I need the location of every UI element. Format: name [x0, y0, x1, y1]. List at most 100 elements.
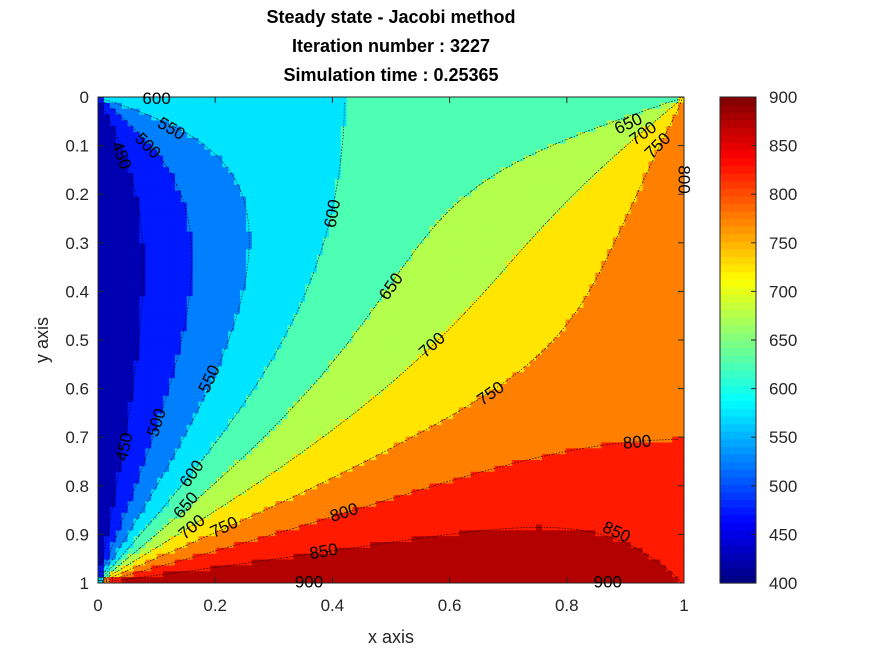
field-cell — [636, 231, 644, 239]
field-cell — [204, 167, 212, 174]
field-cell — [417, 208, 425, 215]
field-cell — [482, 120, 490, 127]
field-cell — [216, 249, 223, 256]
field-cell — [169, 108, 176, 116]
field-cell — [494, 155, 502, 163]
field-cell — [364, 167, 371, 174]
field-cell — [210, 114, 217, 122]
field-cell — [293, 126, 300, 133]
field-cell — [660, 97, 667, 104]
field-cell — [648, 137, 655, 145]
field-cell — [612, 225, 620, 233]
field-cell — [299, 208, 306, 215]
field-cell — [257, 132, 265, 139]
field-cell — [630, 319, 638, 326]
field-cell — [672, 97, 679, 104]
field-cell — [186, 313, 194, 321]
field-cell — [630, 178, 638, 186]
field-cell — [121, 178, 129, 186]
field-cell — [174, 126, 182, 133]
field-cell — [470, 167, 478, 174]
field-cell — [257, 102, 265, 110]
field-cell — [547, 348, 555, 356]
field-cell — [263, 126, 271, 133]
field-cell — [423, 108, 431, 116]
field-cell — [447, 360, 454, 367]
field-cell — [311, 272, 318, 280]
field-cell — [204, 173, 212, 180]
field-cell — [536, 348, 543, 356]
field-cell — [198, 360, 206, 367]
field-cell — [577, 360, 584, 367]
field-cell — [482, 137, 490, 145]
field-cell — [518, 255, 525, 262]
field-cell — [453, 161, 460, 168]
field-cell — [139, 178, 146, 186]
field-cell — [204, 383, 212, 391]
field-cell — [275, 360, 283, 367]
field-cell — [411, 383, 419, 391]
field-cell — [488, 120, 496, 127]
field-cell — [174, 383, 182, 391]
field-cell — [530, 337, 537, 344]
field-cell — [547, 296, 555, 303]
field-cell — [358, 290, 365, 297]
field-cell — [287, 290, 294, 297]
field-cell — [251, 173, 259, 180]
field-cell — [340, 325, 348, 332]
field-cell — [518, 167, 525, 174]
field-cell — [488, 108, 496, 116]
field-cell — [476, 360, 484, 367]
field-cell — [642, 331, 650, 338]
field-cell — [251, 219, 259, 227]
field-cell — [654, 132, 661, 139]
field-cell — [405, 190, 413, 198]
field-cell — [275, 225, 283, 233]
field-cell — [133, 389, 141, 397]
field-cell — [601, 372, 608, 379]
field-cell — [192, 389, 200, 397]
field-cell — [405, 155, 413, 163]
field-cell — [180, 114, 188, 122]
field-cell — [524, 296, 531, 303]
field-cell — [269, 178, 277, 186]
field-cell — [541, 173, 549, 180]
field-cell — [133, 208, 141, 215]
field-cell — [583, 97, 590, 104]
field-cell — [305, 219, 312, 227]
field-cell — [322, 319, 330, 326]
field-cell — [388, 120, 395, 127]
field-cell — [518, 383, 525, 391]
field-cell — [299, 278, 306, 285]
field-cell — [364, 378, 371, 385]
field-cell — [245, 137, 253, 145]
field-cell — [293, 161, 300, 168]
field-cell — [601, 173, 608, 180]
field-cell — [228, 255, 235, 262]
field-cell — [382, 301, 389, 309]
field-cell — [322, 155, 330, 163]
field-cell — [530, 272, 537, 280]
field-cell — [464, 266, 472, 274]
field-cell — [399, 231, 407, 239]
field-cell — [624, 102, 632, 110]
field-cell — [293, 178, 300, 186]
field-cell — [198, 190, 206, 198]
field-cell — [275, 214, 283, 221]
field-cell — [234, 278, 241, 285]
field-cell — [293, 272, 300, 280]
field-cell — [98, 249, 105, 256]
field-cell — [441, 354, 448, 362]
field-cell — [376, 249, 383, 256]
field-cell — [139, 266, 146, 274]
field-cell — [98, 360, 105, 367]
field-cell — [251, 325, 259, 332]
field-cell — [618, 383, 626, 391]
field-cell — [541, 360, 549, 367]
field-cell — [98, 266, 105, 274]
field-cell — [453, 337, 460, 344]
field-cell — [470, 260, 478, 268]
field-cell — [435, 190, 442, 198]
field-cell — [186, 120, 194, 127]
field-cell — [488, 348, 496, 356]
